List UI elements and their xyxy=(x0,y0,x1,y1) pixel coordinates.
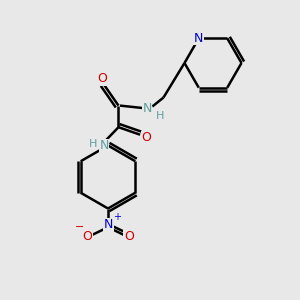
Text: O: O xyxy=(124,230,134,243)
Text: H: H xyxy=(89,139,97,149)
Text: N: N xyxy=(99,139,109,152)
Text: N: N xyxy=(194,32,203,45)
Text: N: N xyxy=(142,101,152,115)
Text: +: + xyxy=(113,212,121,223)
Text: O: O xyxy=(82,230,92,243)
Text: O: O xyxy=(97,72,107,85)
Text: H: H xyxy=(155,111,164,122)
Text: N: N xyxy=(104,218,113,232)
Text: O: O xyxy=(141,131,151,144)
Text: −: − xyxy=(75,222,84,233)
